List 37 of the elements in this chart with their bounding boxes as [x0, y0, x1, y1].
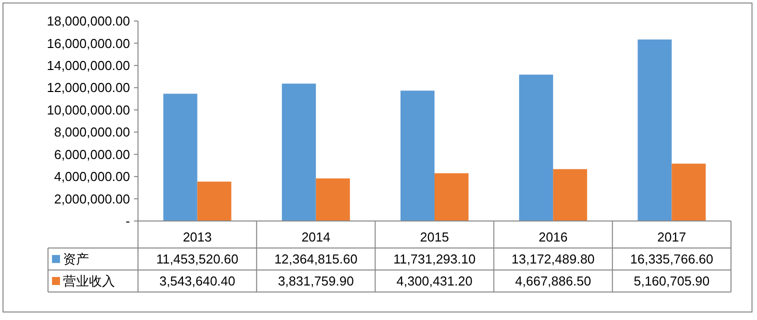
y-tick-label: 18,000,000.00	[46, 14, 130, 29]
bar	[163, 94, 198, 221]
bar	[553, 169, 588, 221]
y-tick-label: -	[126, 214, 130, 229]
bar	[638, 39, 672, 221]
data-label: 3,543,640.40	[159, 274, 236, 289]
y-tick-label: 4,000,000.00	[54, 169, 130, 184]
x-tick-label: 2014	[301, 230, 330, 245]
legend-label: 资产	[63, 252, 89, 267]
legend-label: 营业收入	[63, 274, 115, 289]
data-label: 5,160,705.90	[634, 274, 710, 289]
x-tick-label: 2013	[182, 230, 212, 245]
bar	[316, 178, 350, 221]
y-tick-label: 14,000,000.00	[46, 58, 130, 73]
bar	[282, 84, 316, 221]
x-tick-label: 2016	[538, 230, 568, 245]
y-tick-label: 6,000,000.00	[54, 146, 130, 162]
data-label: 11,731,293.10	[393, 252, 476, 267]
data-label: 16,335,766.60	[630, 252, 714, 267]
y-tick-label: 10,000,000.00	[46, 102, 130, 118]
data-label: 12,364,815.60	[274, 252, 358, 267]
x-tick-label: 2015	[420, 230, 449, 245]
data-label: 4,300,431.20	[396, 274, 472, 289]
y-tick-label: 16,000,000.00	[46, 36, 130, 51]
data-label: 4,667,886.50	[515, 274, 592, 289]
y-tick-label: 8,000,000.00	[54, 124, 130, 140]
x-tick-label: 2017	[657, 230, 686, 245]
y-tick-label: 12,000,000.00	[46, 80, 130, 96]
bar	[400, 90, 434, 221]
bar	[434, 173, 468, 221]
data-label: 11,453,520.60	[156, 252, 238, 267]
bar	[519, 74, 554, 221]
data-label: 3,831,759.90	[278, 274, 354, 289]
bar	[197, 182, 232, 221]
y-tick-label: 2,000,000.00	[54, 191, 130, 206]
bar	[672, 164, 706, 221]
data-label: 13,172,489.80	[512, 252, 595, 267]
